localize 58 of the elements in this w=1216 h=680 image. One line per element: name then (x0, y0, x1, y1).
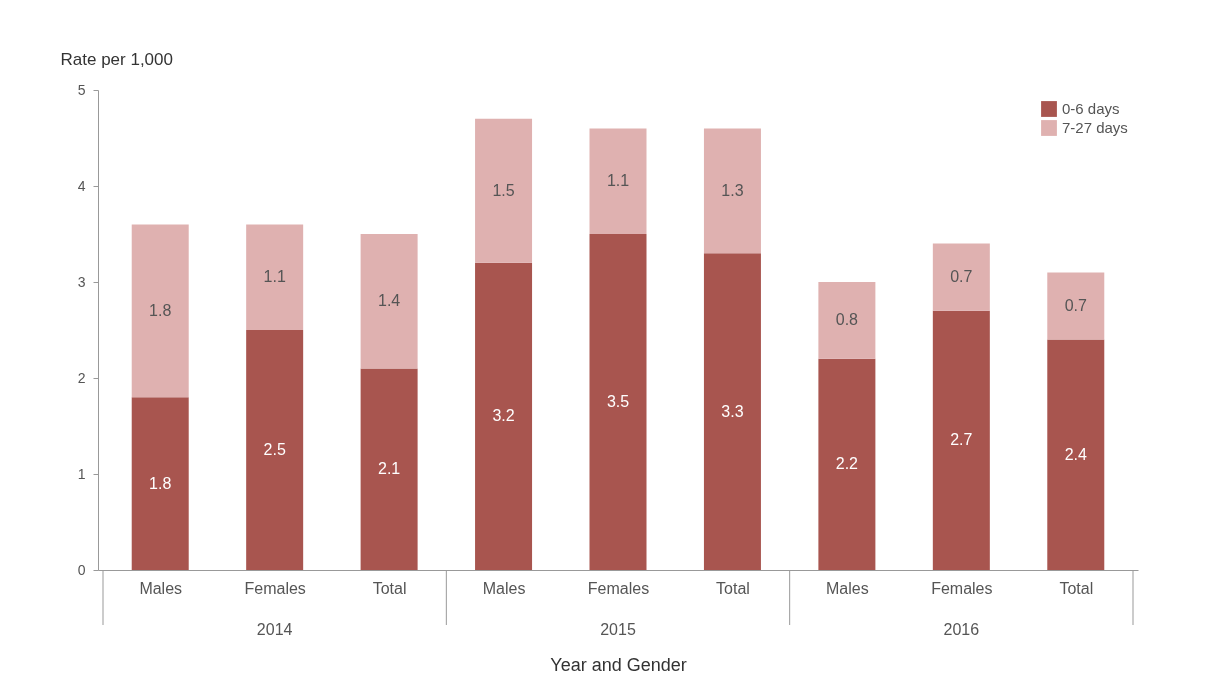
bar (589, 128, 647, 234)
x-tick-label: Females (587, 579, 650, 597)
y-tick-label: 4 (77, 177, 86, 194)
data-label: 3.3 (721, 402, 744, 420)
y-axis-title: Rate per 1,000 (60, 49, 173, 69)
x-tick-label: Males (826, 579, 869, 597)
data-label: 0.8 (835, 311, 859, 329)
data-label: 2.5 (263, 441, 286, 458)
text: 2014 (256, 621, 293, 638)
text: 2016 (943, 621, 980, 638)
x-tick-label: Females (244, 579, 306, 597)
y-tick-label: 3 (77, 273, 86, 290)
bar (703, 128, 761, 254)
text: 2015 (600, 621, 636, 638)
data-label: 2.2 (835, 455, 859, 473)
bar (1047, 272, 1105, 340)
bar (932, 243, 990, 311)
x-tick-label: Males (139, 579, 183, 597)
x-axis-title: Year and Gender (550, 654, 687, 675)
bar (932, 310, 990, 570)
bar (703, 253, 761, 570)
bar (246, 330, 304, 570)
data-label: 2.4 (1064, 445, 1087, 463)
bar (360, 234, 418, 369)
data-label: 1.8 (149, 301, 172, 319)
legend-label: 0-6 days (1062, 100, 1120, 117)
data-label: 3.5 (606, 393, 630, 410)
data-label: 0.7 (1064, 297, 1087, 314)
x-tick-label: Total (716, 579, 750, 597)
data-label: 0.7 (950, 268, 973, 286)
bar (1047, 339, 1105, 570)
y-tick-label: 2 (77, 369, 86, 386)
data-label: 1.8 (149, 474, 172, 492)
x-tick-label: Total (1059, 579, 1094, 597)
bar (360, 368, 418, 570)
data-label: 1.4 (377, 292, 401, 310)
legend-label: 7-27 days (1062, 119, 1128, 136)
bar (818, 282, 876, 359)
data-label: 1.3 (721, 181, 744, 199)
bar (131, 397, 189, 570)
data-label: 3.2 (492, 407, 515, 425)
x-tick-label: Total (372, 579, 407, 597)
bar (131, 224, 189, 398)
bar (589, 234, 647, 570)
bar (475, 118, 533, 263)
data-label: 2.7 (950, 431, 973, 449)
data-label: 1.5 (492, 181, 515, 199)
data-label: 1.1 (263, 268, 286, 286)
x-tick-label: Males (482, 579, 526, 597)
y-tick-label: 0 (77, 561, 86, 578)
data-label: 1.1 (606, 172, 630, 190)
y-tick-label: 1 (77, 465, 86, 482)
data-label: 2.1 (377, 460, 401, 478)
x-tick-label: Females (931, 579, 993, 597)
bar (475, 262, 533, 570)
y-tick-label: 5 (77, 81, 86, 98)
bar (246, 224, 304, 330)
bar (818, 358, 876, 570)
